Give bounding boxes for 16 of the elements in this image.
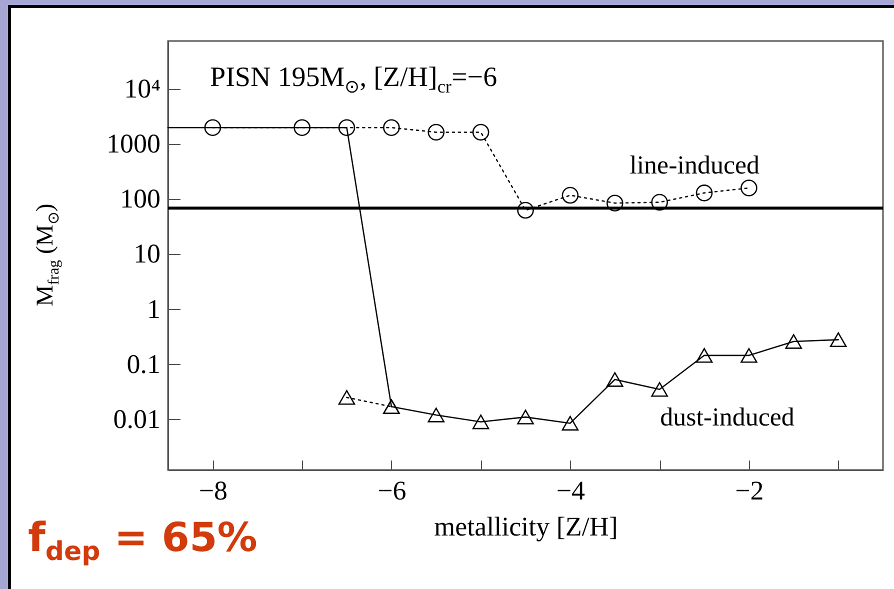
y-tick-label: 0.1 <box>126 348 160 379</box>
y-tick-label: 1000 <box>106 128 160 159</box>
x-tick-label: −8 <box>198 476 228 506</box>
series-label: dust-induced <box>660 402 794 432</box>
y-tick-label: 0.01 <box>113 404 160 434</box>
y-tick-label: 1 <box>147 294 160 324</box>
text: f$_{dep}$ = 65% <box>28 515 258 567</box>
annotation: PISN 195M$_{⊙}$, [Z/H]$_{cr}$=−6 <box>210 62 498 98</box>
series-label: line-induced <box>630 150 760 180</box>
x-axis-title: metallicity [Z/H] <box>434 512 618 542</box>
x-tick-label: −2 <box>735 476 764 506</box>
x-tick-label: −6 <box>378 476 406 506</box>
y-tick-label: 10 <box>134 238 160 269</box>
x-tick-label: −4 <box>556 476 586 506</box>
y-tick-label: 10⁴ <box>124 74 160 104</box>
y-tick-label: 100 <box>120 184 160 214</box>
